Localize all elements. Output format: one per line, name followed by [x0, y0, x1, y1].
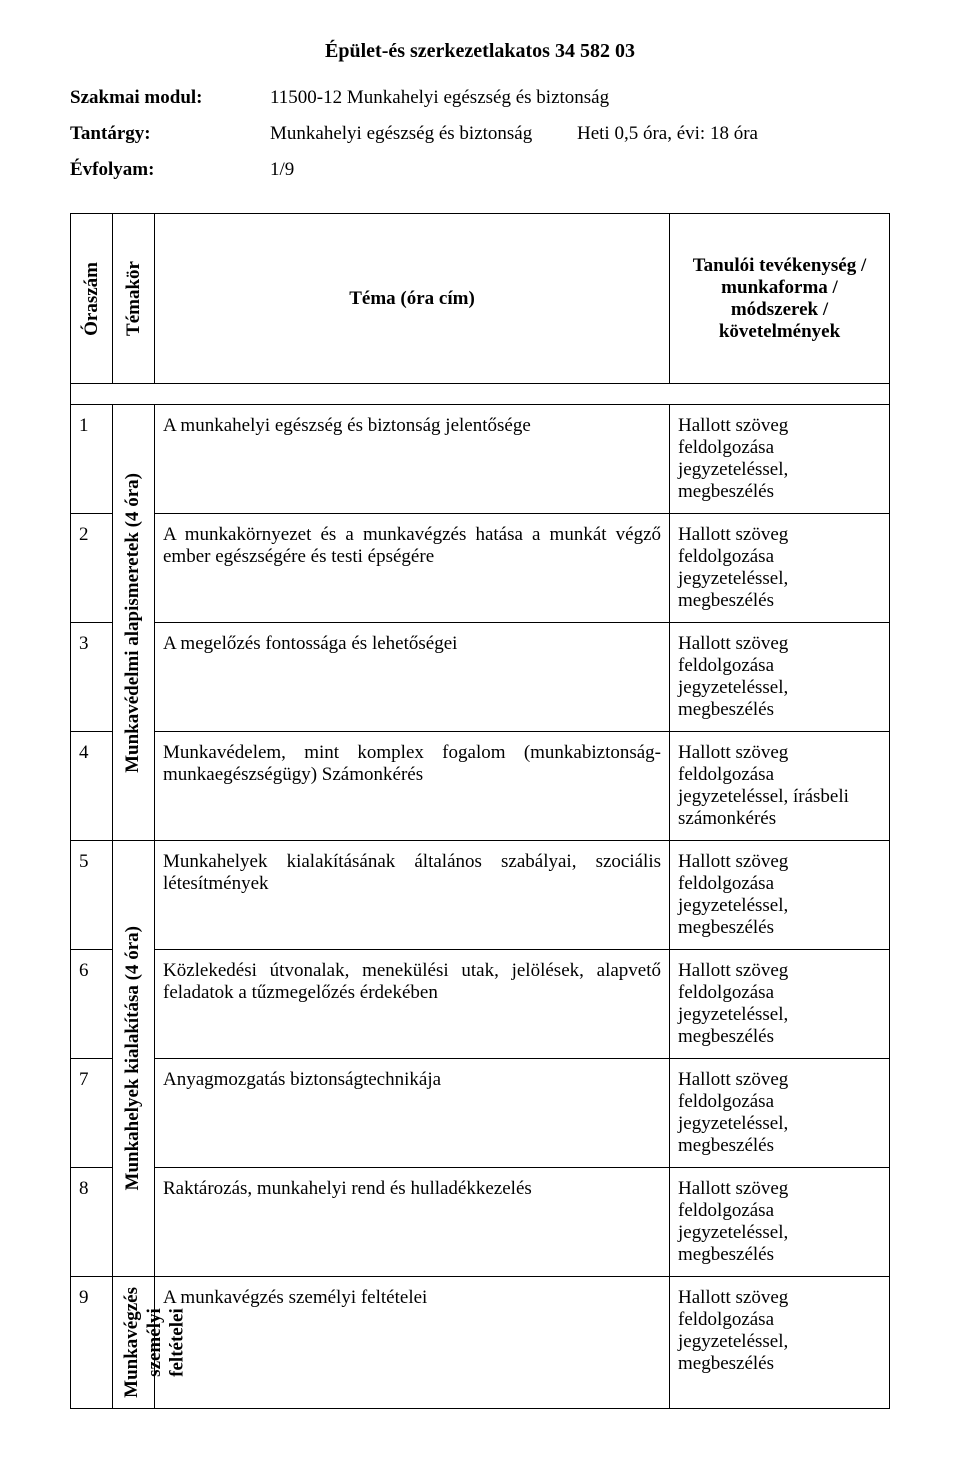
group-label-1: Munkavédelmi alapismeretek (4 óra) — [122, 473, 145, 773]
header-oraszam-text: Óraszám — [81, 262, 103, 336]
group-cell-1: Munkavédelmi alapismeretek (4 óra) — [113, 405, 155, 841]
table-row: 6 Közlekedési útvonalak, menekülési utak… — [71, 950, 890, 1059]
group-cell-2: Munkahelyek kialakítása (4 óra) — [113, 841, 155, 1277]
cell-num-2: 2 — [71, 514, 113, 623]
header-activity: Tanulói tevékenység / munkaforma / módsz… — [670, 214, 890, 384]
cell-num-6: 6 — [71, 950, 113, 1059]
cell-num-1: 1 — [71, 405, 113, 514]
page-title: Épület-és szerkezetlakatos 34 582 03 — [70, 40, 890, 63]
header-temakor-text: Témakör — [123, 261, 145, 336]
cell-act-1: Hallott szöveg feldolgozása jegyzeteléss… — [670, 405, 890, 514]
group-label-3: Munkavégzés személyi feltételei — [121, 1287, 189, 1398]
cell-topic-7: Anyagmozgatás biztonságtechnikája — [155, 1059, 670, 1168]
cell-num-8: 8 — [71, 1168, 113, 1277]
cell-num-7: 7 — [71, 1059, 113, 1168]
meta-tantargy-extra: Heti 0,5 óra, évi: 18 óra — [577, 123, 758, 144]
gap-cell — [71, 384, 890, 405]
cell-act-7: Hallott szöveg feldolgozása jegyzeteléss… — [670, 1059, 890, 1168]
cell-act-4: Hallott szöveg feldolgozása jegyzeteléss… — [670, 732, 890, 841]
meta-label-evfolyam: Évfolyam: — [70, 159, 270, 181]
cell-act-6: Hallott szöveg feldolgozása jegyzeteléss… — [670, 950, 890, 1059]
cell-topic-8: Raktározás, munkahelyi rend és hulladékk… — [155, 1168, 670, 1277]
table-row: 5 Munkahelyek kialakítása (4 óra) Munkah… — [71, 841, 890, 950]
cell-topic-2: A munkakörnyezet és a munkavégzés hatása… — [155, 514, 670, 623]
table-row: 2 A munkakörnyezet és a munkavégzés hatá… — [71, 514, 890, 623]
cell-topic-5: Munkahelyek kialakításának általános sza… — [155, 841, 670, 950]
cell-num-5: 5 — [71, 841, 113, 950]
cell-act-3: Hallott szöveg feldolgozása jegyzeteléss… — [670, 623, 890, 732]
meta-row-evfolyam: Évfolyam: 1/9 — [70, 159, 890, 181]
meta-value-evfolyam: 1/9 — [270, 159, 890, 181]
table-row: 7 Anyagmozgatás biztonságtechnikája Hall… — [71, 1059, 890, 1168]
cell-topic-6: Közlekedési útvonalak, menekülési utak, … — [155, 950, 670, 1059]
meta-row-tantargy: Tantárgy: Munkahelyi egészség és biztons… — [70, 123, 890, 145]
header-tema: Téma (óra cím) — [155, 214, 670, 384]
meta-label-tantargy: Tantárgy: — [70, 123, 270, 145]
table-row: 3 A megelőzés fontossága és lehetőségei … — [71, 623, 890, 732]
cell-topic-4: Munkavédelem, mint komplex fogalom (munk… — [155, 732, 670, 841]
meta-tantargy-text: Munkahelyi egészség és biztonság — [270, 123, 532, 144]
meta-value-tantargy: Munkahelyi egészség és biztonság Heti 0,… — [270, 123, 890, 145]
cell-act-5: Hallott szöveg feldolgozása jegyzeteléss… — [670, 841, 890, 950]
cell-num-3: 3 — [71, 623, 113, 732]
cell-num-4: 4 — [71, 732, 113, 841]
meta-value-modul: 11500-12 Munkahelyi egészség és biztonsá… — [270, 87, 890, 109]
meta-label-modul: Szakmai modul: — [70, 87, 270, 109]
meta-row-modul: Szakmai modul: 11500-12 Munkahelyi egész… — [70, 87, 890, 109]
table-row: 1 Munkavédelmi alapismeretek (4 óra) A m… — [71, 405, 890, 514]
cell-topic-1: A munkahelyi egészség és biztonság jelen… — [155, 405, 670, 514]
table-row: 4 Munkavédelem, mint komplex fogalom (mu… — [71, 732, 890, 841]
table-row: 8 Raktározás, munkahelyi rend és hulladé… — [71, 1168, 890, 1277]
group-label-2: Munkahelyek kialakítása (4 óra) — [122, 926, 145, 1190]
header-temakor: Témakör — [113, 214, 155, 384]
header-oraszam: Óraszám — [71, 214, 113, 384]
table-header-row: Óraszám Témakör Téma (óra cím) Tanulói t… — [71, 214, 890, 384]
table-gap-row — [71, 384, 890, 405]
curriculum-table: Óraszám Témakör Téma (óra cím) Tanulói t… — [70, 213, 890, 1409]
cell-topic-3: A megelőzés fontossága és lehetőségei — [155, 623, 670, 732]
cell-act-8: Hallott szöveg feldolgozása jegyzeteléss… — [670, 1168, 890, 1277]
cell-act-2: Hallott szöveg feldolgozása jegyzeteléss… — [670, 514, 890, 623]
